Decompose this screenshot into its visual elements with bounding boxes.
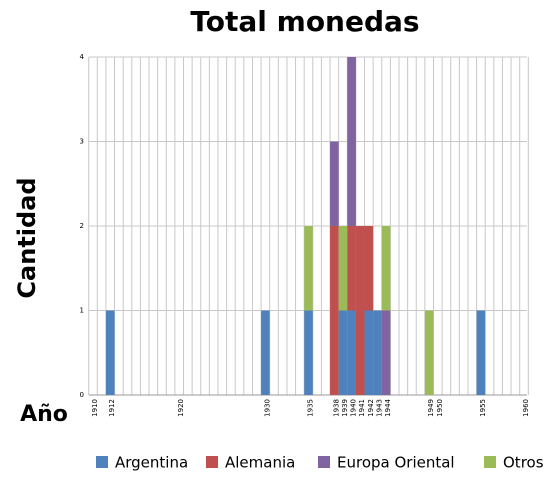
x-tick-label: 1955	[479, 399, 487, 417]
y-tick-label: 4	[80, 53, 85, 61]
y-tick-label: 2	[80, 222, 84, 230]
bar-segment	[330, 226, 339, 395]
bar-segment	[347, 310, 356, 395]
x-tick-label: 1941	[358, 399, 366, 417]
bar-segment	[338, 226, 348, 311]
bar-segment	[364, 226, 374, 311]
legend-swatch	[96, 456, 108, 468]
y-tick-label: 0	[80, 391, 84, 399]
x-tick-label: 1944	[384, 398, 392, 416]
legend-label: Otros	[503, 454, 544, 472]
bar-segment	[373, 310, 382, 395]
bar-segment	[476, 310, 486, 395]
x-tick-label: 1912	[108, 399, 116, 417]
bar-segment	[381, 310, 391, 395]
x-tick-label: 1935	[307, 399, 315, 417]
bar-segment	[347, 226, 356, 311]
bar-segment	[347, 57, 356, 226]
bar-segment	[304, 310, 313, 395]
x-tick-label: 1949	[427, 399, 435, 417]
bar-segment	[330, 141, 339, 226]
legend-swatch	[206, 456, 218, 468]
bar-segment	[381, 226, 391, 311]
x-tick-label: 1920	[177, 399, 185, 417]
legend-swatch	[484, 456, 496, 468]
y-tick-label: 3	[80, 138, 84, 146]
x-tick-label: 1950	[436, 399, 444, 417]
bar-segment	[105, 310, 115, 395]
y-tick-label: 1	[80, 307, 84, 315]
bar-segment	[304, 226, 313, 311]
x-tick-label: 1938	[332, 399, 340, 417]
legend-label: Europa Oriental	[337, 454, 455, 472]
bar-segment	[364, 310, 374, 395]
bar-segment	[338, 310, 348, 395]
x-tick-label: 1960	[522, 399, 530, 417]
chart-title: Total monedas	[190, 5, 419, 38]
legend-label: Argentina	[115, 454, 188, 472]
x-tick-label: 1939	[341, 399, 349, 417]
x-axis-label: Año	[20, 402, 68, 427]
legend-swatch	[318, 456, 330, 468]
x-tick-label: 1943	[375, 399, 383, 417]
bar-segment	[355, 226, 365, 395]
y-axis-label: Cantidad	[13, 177, 41, 298]
bar-segment	[424, 310, 434, 395]
bar-segment	[261, 310, 270, 395]
x-tick-label: 1930	[263, 399, 271, 417]
x-tick-label: 1940	[350, 399, 358, 417]
legend-label: Alemania	[225, 454, 295, 472]
x-tick-label: 1942	[367, 399, 375, 417]
x-tick-label: 1910	[91, 399, 99, 417]
